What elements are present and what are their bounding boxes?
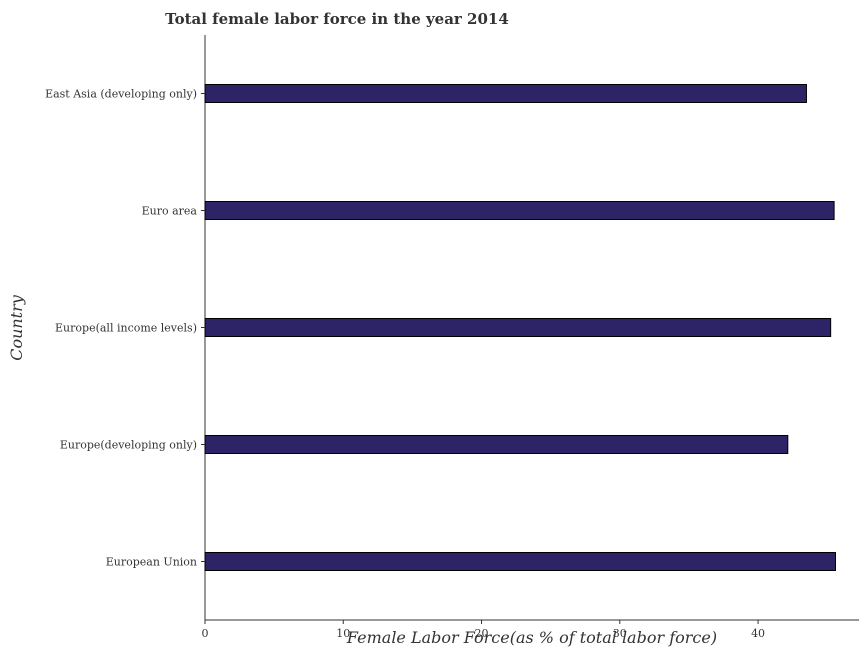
bars-group <box>204 84 836 571</box>
y-axis-label: Country <box>7 294 26 361</box>
bar <box>204 84 807 103</box>
y-tick-label: East Asia (developing only) <box>45 88 197 101</box>
y-tick-label: Europe(all income levels) <box>55 322 197 335</box>
bar <box>204 552 836 571</box>
y-tick-label: European Union <box>106 556 197 569</box>
x-tick-label: 10 <box>336 627 350 640</box>
y-tick-label: Euro area <box>142 205 198 218</box>
x-tick-label: 20 <box>475 627 489 640</box>
x-tick-label: 30 <box>613 627 627 640</box>
bar <box>204 201 835 220</box>
x-tick-label: 0 <box>202 627 209 640</box>
x-ticks-group: 0 10 20 30 40 <box>202 620 765 640</box>
y-ticks-group: East Asia (developing only) Euro area Euro… <box>45 88 205 569</box>
bar <box>204 318 832 337</box>
x-tick-label: 40 <box>751 627 765 640</box>
chart-title: Total female labor force in the year 201… <box>165 10 509 28</box>
bar <box>204 435 789 454</box>
x-axis-label: Female Labor Force(as % of total labor f… <box>346 628 717 647</box>
y-tick-label: Europe(developing only) <box>60 439 197 452</box>
